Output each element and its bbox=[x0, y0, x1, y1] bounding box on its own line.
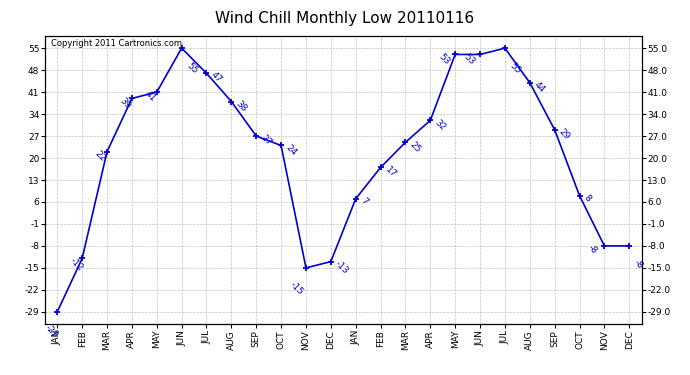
Text: 47: 47 bbox=[209, 70, 224, 85]
Text: 29: 29 bbox=[558, 127, 572, 141]
Text: 38: 38 bbox=[234, 99, 248, 113]
Text: 53: 53 bbox=[462, 52, 477, 66]
Text: 53: 53 bbox=[437, 52, 452, 66]
Text: -12: -12 bbox=[68, 256, 85, 272]
Text: -29: -29 bbox=[43, 323, 60, 340]
Text: 44: 44 bbox=[533, 80, 547, 94]
Text: 27: 27 bbox=[259, 133, 273, 148]
Text: -8: -8 bbox=[586, 243, 599, 256]
Text: Wind Chill Monthly Low 20110116: Wind Chill Monthly Low 20110116 bbox=[215, 11, 475, 26]
Text: -13: -13 bbox=[334, 259, 351, 276]
Text: 22: 22 bbox=[93, 149, 108, 163]
Text: -15: -15 bbox=[288, 280, 305, 297]
Text: 7: 7 bbox=[359, 196, 369, 207]
Text: 41: 41 bbox=[143, 89, 157, 104]
Text: 8: 8 bbox=[582, 193, 593, 203]
Text: 55: 55 bbox=[508, 61, 522, 75]
Text: 17: 17 bbox=[384, 165, 398, 179]
Text: Copyright 2011 Cartronics.com: Copyright 2011 Cartronics.com bbox=[51, 39, 182, 48]
Text: 32: 32 bbox=[433, 118, 448, 132]
Text: 39: 39 bbox=[118, 96, 132, 110]
Text: -8: -8 bbox=[632, 258, 644, 271]
Text: 55: 55 bbox=[184, 61, 199, 75]
Text: 25: 25 bbox=[408, 140, 423, 154]
Text: 24: 24 bbox=[284, 143, 298, 157]
